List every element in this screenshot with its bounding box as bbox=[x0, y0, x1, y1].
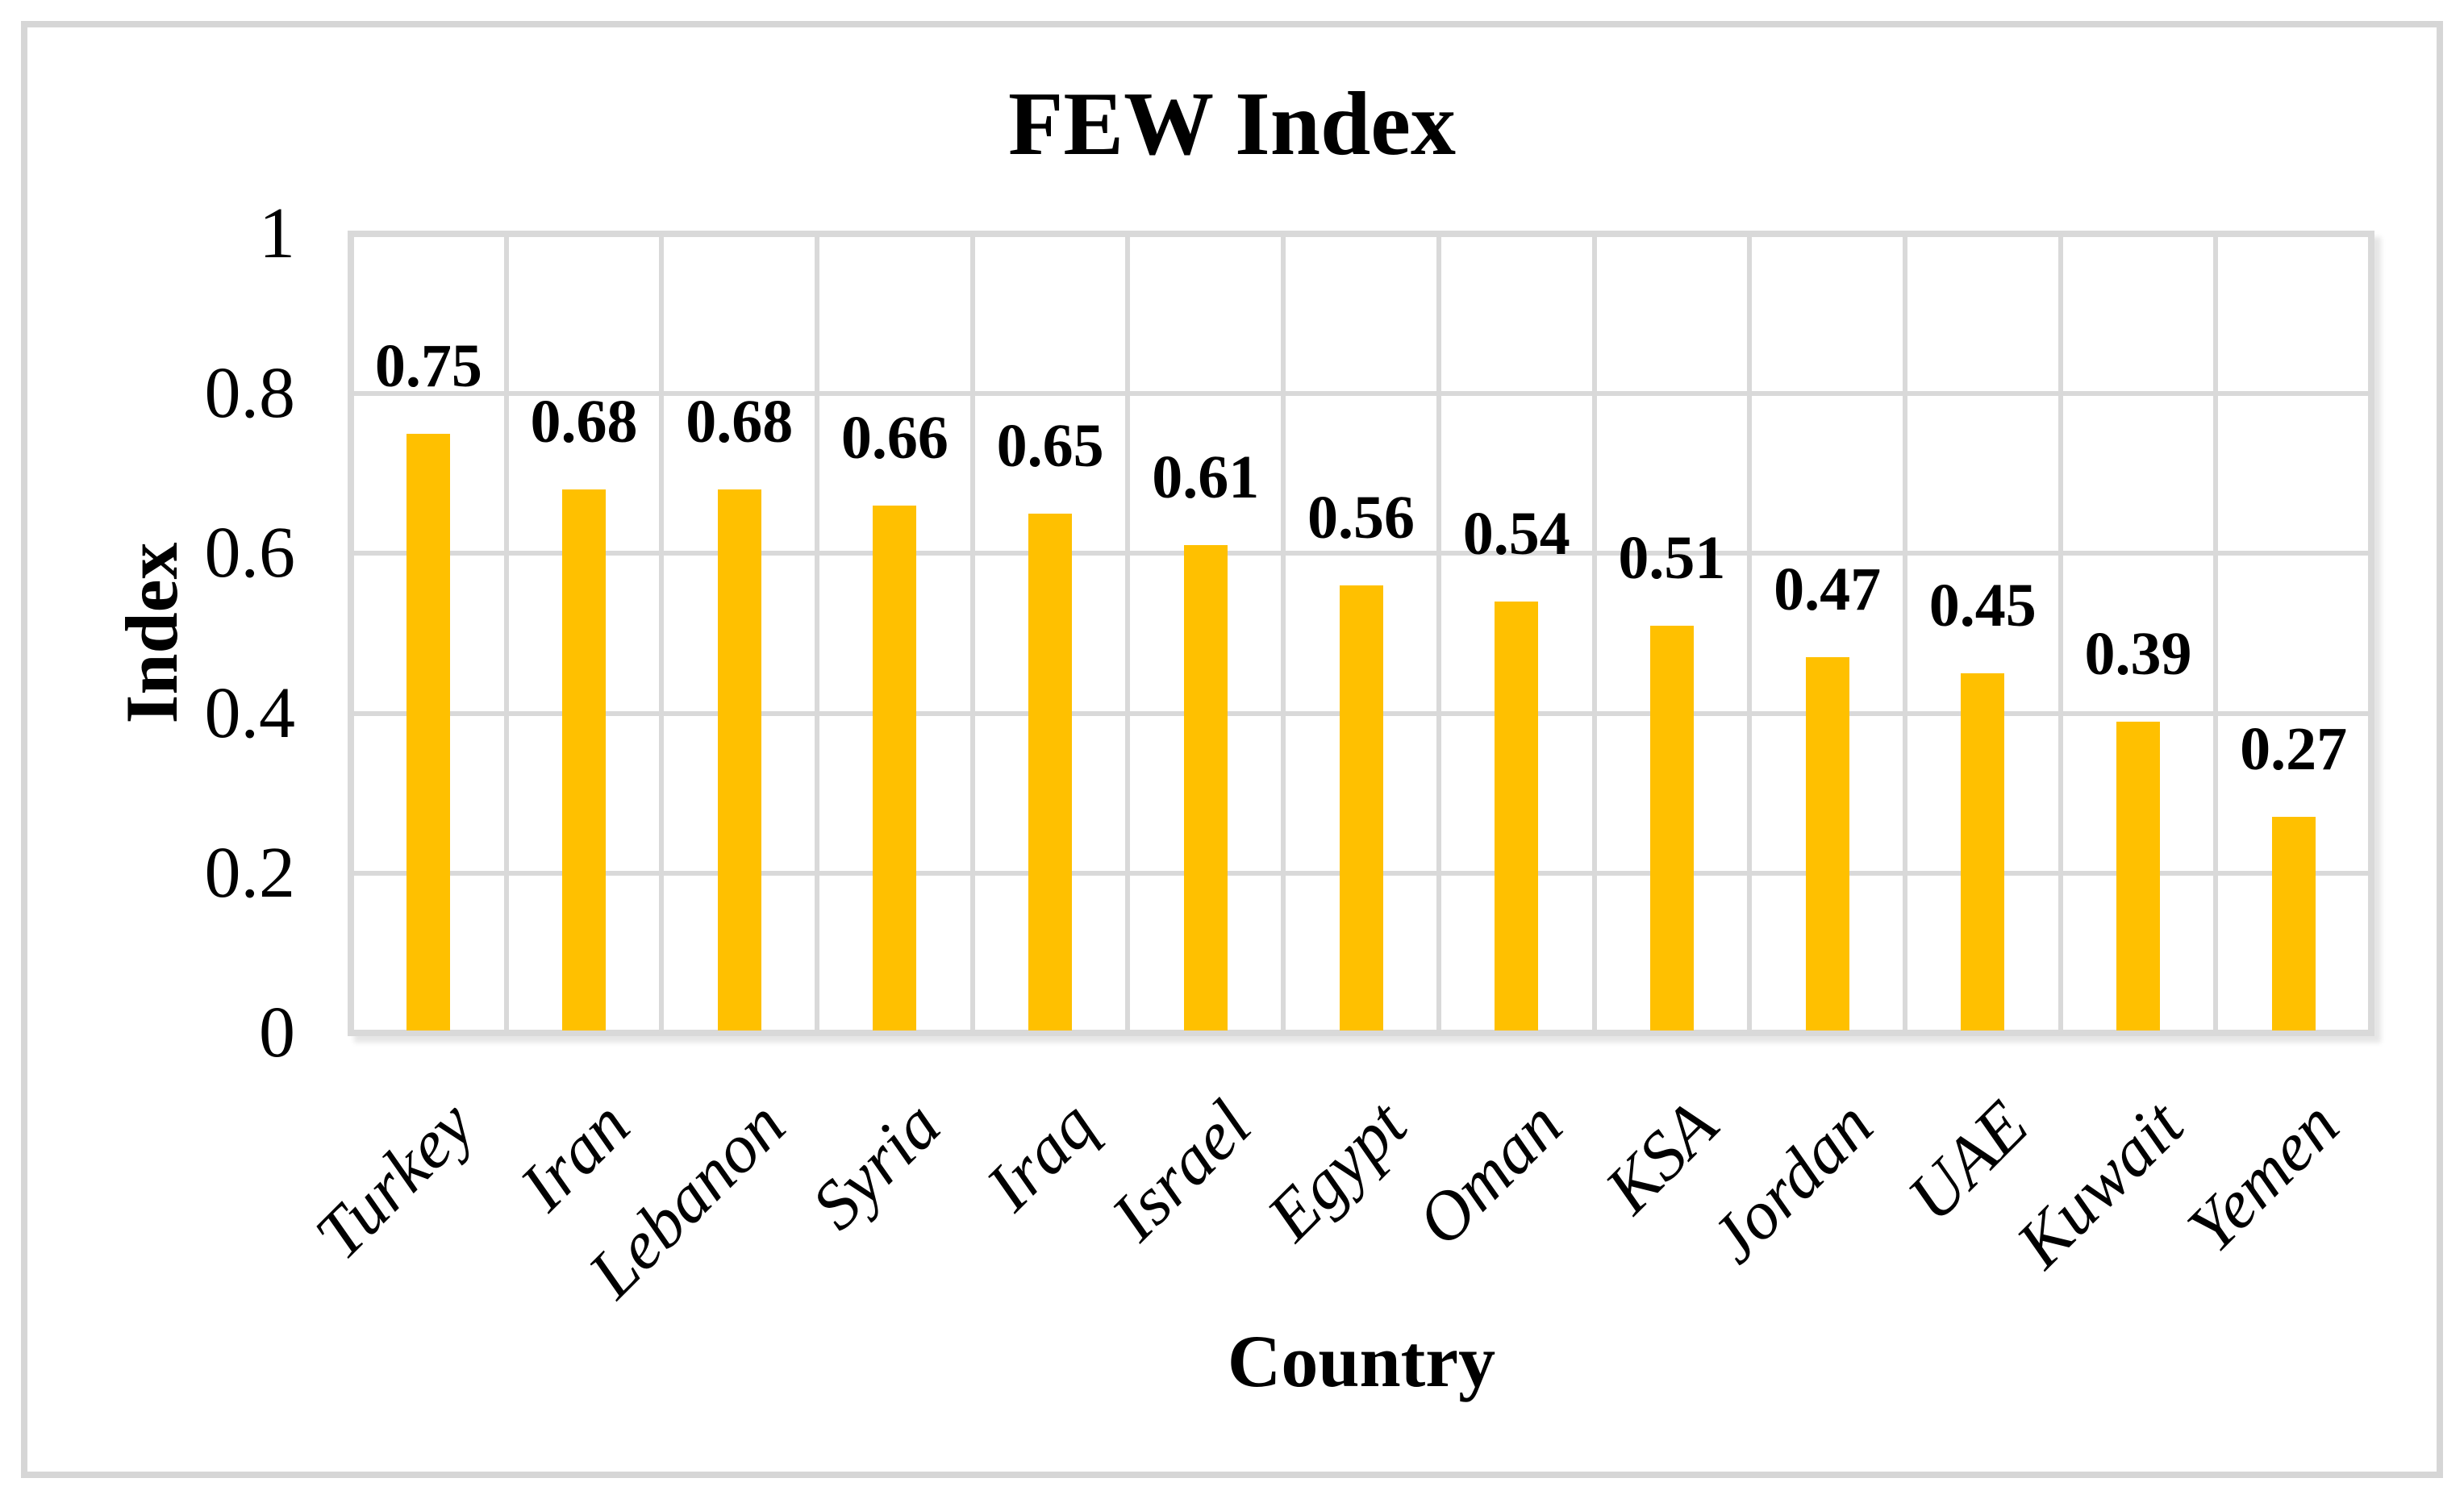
value-label: 0.39 bbox=[2084, 619, 2192, 688]
vertical-gridline bbox=[1125, 234, 1131, 1033]
figure-border bbox=[21, 21, 2443, 1478]
value-label: 0.45 bbox=[1928, 572, 2037, 640]
vertical-gridline bbox=[1902, 234, 1907, 1033]
bar-yemen bbox=[2271, 817, 2316, 1031]
value-label: 0.61 bbox=[1152, 443, 1260, 512]
value-label: 0.54 bbox=[1462, 499, 1570, 568]
bar-iraq bbox=[1028, 513, 1073, 1031]
bar-oman bbox=[1495, 601, 1539, 1031]
y-tick-label: 0.8 bbox=[204, 353, 296, 434]
y-tick-label: 0.4 bbox=[204, 672, 296, 753]
vertical-gridline bbox=[503, 234, 509, 1033]
value-label: 0.47 bbox=[1774, 556, 1882, 624]
bar-kuwait bbox=[2116, 721, 2160, 1031]
vertical-gridline bbox=[815, 234, 820, 1033]
vertical-gridline bbox=[1436, 234, 1441, 1033]
vertical-gridline bbox=[969, 234, 975, 1033]
bar-lebanon bbox=[717, 489, 761, 1031]
value-label: 0.27 bbox=[2240, 715, 2348, 784]
bar-jordan bbox=[1805, 657, 1849, 1031]
value-label: 0.65 bbox=[996, 411, 1104, 480]
value-label: 0.66 bbox=[840, 403, 948, 472]
bar-ksa bbox=[1649, 625, 1694, 1031]
vertical-gridline bbox=[2058, 234, 2063, 1033]
bar-egypt bbox=[1339, 585, 1383, 1031]
vertical-gridline bbox=[659, 234, 665, 1033]
value-label: 0.68 bbox=[686, 388, 794, 456]
y-tick-label: 1 bbox=[259, 194, 295, 273]
horizontal-gridline bbox=[351, 551, 2371, 556]
bar-syria bbox=[873, 505, 917, 1031]
vertical-gridline bbox=[2213, 234, 2219, 1033]
value-label: 0.75 bbox=[374, 331, 482, 400]
vertical-gridline bbox=[1747, 234, 1753, 1033]
bar-uae bbox=[1961, 673, 2005, 1031]
vertical-gridline bbox=[1281, 234, 1286, 1033]
plot-area-border bbox=[348, 231, 2374, 1036]
vertical-gridline bbox=[1591, 234, 1597, 1033]
y-tick-label: 0.6 bbox=[204, 513, 296, 593]
y-tick-label: 0.2 bbox=[204, 832, 296, 913]
bar-turkey bbox=[406, 433, 451, 1031]
chart-title: FEW Index bbox=[1008, 74, 1456, 174]
value-label: 0.56 bbox=[1307, 484, 1415, 552]
x-axis-title: Country bbox=[1227, 1320, 1496, 1402]
bar-israel bbox=[1183, 545, 1228, 1031]
bar-iran bbox=[562, 489, 607, 1031]
horizontal-gridline bbox=[351, 391, 2371, 397]
y-tick-label: 0 bbox=[259, 993, 295, 1072]
value-label: 0.68 bbox=[530, 388, 638, 456]
value-label: 0.51 bbox=[1618, 523, 1726, 592]
